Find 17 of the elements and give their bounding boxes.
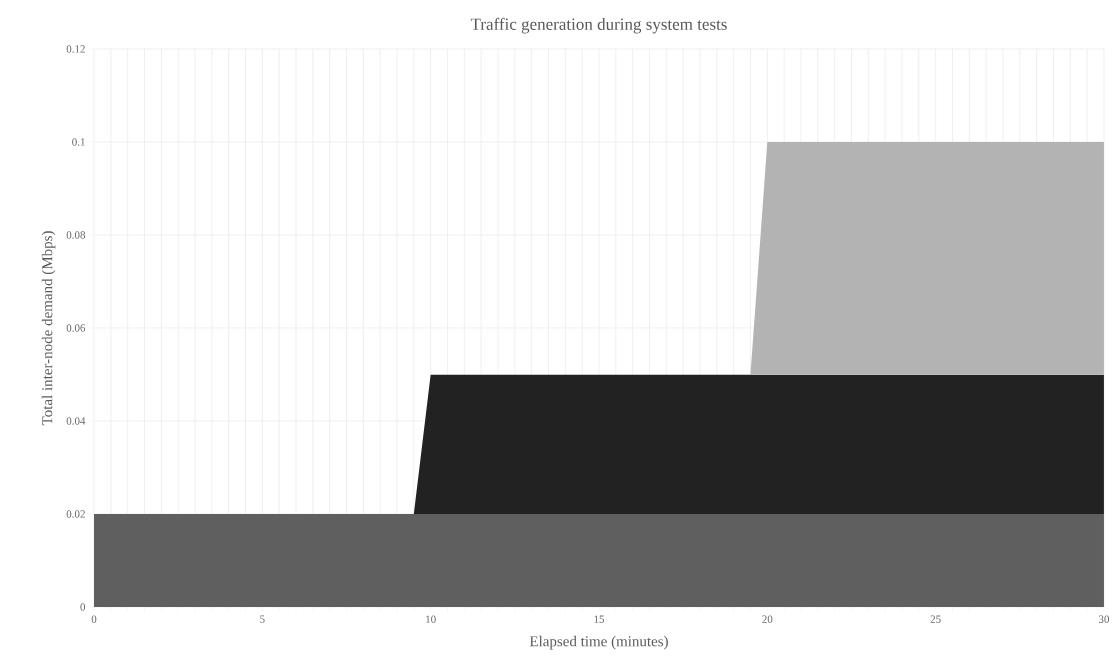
x-axis-title: Elapsed time (minutes) [529,635,668,650]
y-axis-title: Total inter-node demand (Mbps) [41,231,56,426]
x-tick-label: 0 [91,615,97,623]
x-tick-label: 5 [260,615,265,623]
y-tick-label: 0.08 [66,231,86,239]
x-tick-label: 20 [762,615,773,623]
x-tick-label: 30 [1099,615,1110,623]
y-tick-label: 0.12 [66,45,85,53]
x-tick-label: 25 [930,615,941,623]
y-tick-label: 0.02 [66,510,85,518]
y-tick-label: 0.1 [72,138,85,146]
x-tick-label: 10 [426,615,436,623]
y-tick-label: 0 [80,603,86,611]
chart-title: Traffic generation during system tests [470,17,727,34]
y-tick-label: 0.04 [66,417,86,425]
x-tick-label: 15 [594,615,605,623]
y-tick-label: 0.06 [66,324,86,332]
